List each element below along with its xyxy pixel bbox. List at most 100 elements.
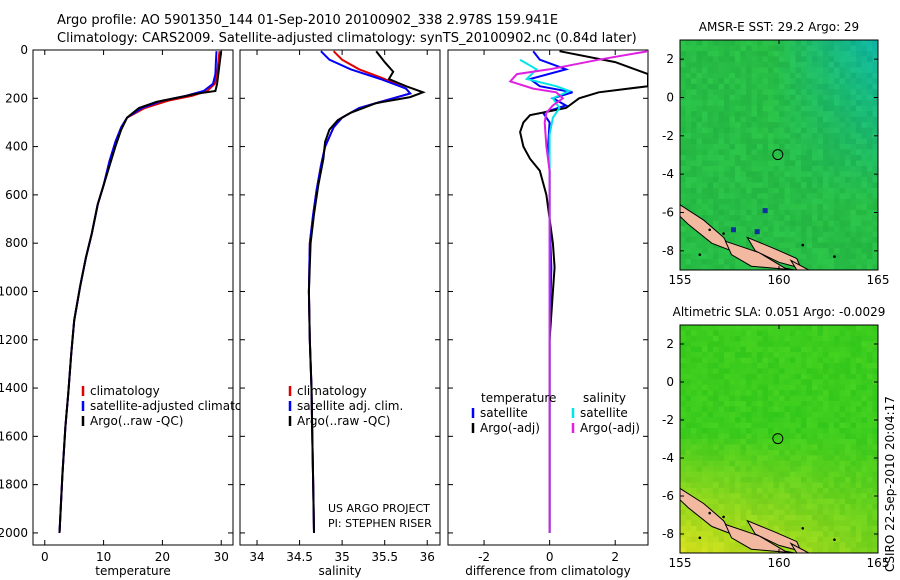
heatmap-cell <box>828 504 835 511</box>
heatmap-cell <box>779 89 786 96</box>
heatmap-cell <box>817 166 824 173</box>
heatmap-cell <box>680 449 687 456</box>
heatmap-cell <box>784 357 791 364</box>
heatmap-cell <box>685 449 692 456</box>
heatmap-cell <box>746 61 753 68</box>
heatmap-cell <box>718 204 725 211</box>
heatmap-cell <box>845 72 852 79</box>
heatmap-cell <box>801 176 808 183</box>
heatmap-cell <box>872 226 878 233</box>
heatmap-cell <box>806 477 813 483</box>
heatmap-cell <box>751 149 758 156</box>
heatmap-cell <box>740 493 747 500</box>
heatmap-cell <box>735 515 742 521</box>
heatmap-cell <box>768 198 775 205</box>
heatmap-cell <box>817 160 824 167</box>
heatmap-cell <box>768 368 775 375</box>
heatmap-cell <box>735 325 742 331</box>
heatmap-cell <box>790 487 797 494</box>
heatmap-cell <box>757 346 764 353</box>
heatmap-cell <box>795 498 802 505</box>
heatmap-cell <box>707 94 714 101</box>
heatmap-cell <box>757 83 764 90</box>
heatmap-cell <box>795 466 802 473</box>
heatmap-cell <box>795 471 802 478</box>
heatmap-cell <box>795 536 802 543</box>
heatmap-cell <box>735 498 742 505</box>
heatmap-cell <box>707 171 714 178</box>
heatmap-cell <box>861 166 868 173</box>
heatmap-cell <box>817 248 824 255</box>
heatmap-cell <box>751 417 758 424</box>
heatmap-cell <box>784 220 791 227</box>
heatmap-cell <box>867 477 874 483</box>
heatmap-cell <box>801 127 808 134</box>
heatmap-cell <box>707 89 714 96</box>
heatmap-cell <box>845 460 852 467</box>
heatmap-cell <box>746 226 753 233</box>
heatmap-cell <box>757 100 764 107</box>
heatmap-cell <box>691 460 698 467</box>
heatmap-cell <box>735 471 742 478</box>
heatmap-cell <box>713 105 720 112</box>
heatmap-cell <box>768 111 775 118</box>
heatmap-cell <box>751 78 758 85</box>
heatmap-cell <box>707 83 714 90</box>
heatmap-cell <box>812 444 819 451</box>
heatmap-cell <box>680 193 687 200</box>
heatmap-cell <box>817 444 824 451</box>
heatmap-cell <box>823 264 830 270</box>
heatmap-cell <box>790 215 797 222</box>
heatmap-cell <box>801 166 808 173</box>
heatmap-cell <box>784 352 791 359</box>
heatmap-cell <box>806 209 813 216</box>
heatmap-cell <box>751 390 758 397</box>
heatmap-cell <box>735 231 742 238</box>
heatmap-cell <box>740 198 747 205</box>
heatmap-cell <box>790 40 797 47</box>
heatmap-cell <box>850 401 857 407</box>
heatmap-cell <box>702 155 709 162</box>
heatmap-cell <box>773 325 780 331</box>
heatmap-cell <box>861 439 868 445</box>
heatmap-cell <box>834 138 841 145</box>
heatmap-cell <box>762 111 769 118</box>
heatmap-cell <box>812 330 819 337</box>
heatmap-cell <box>696 259 703 266</box>
heatmap-cell <box>751 498 758 505</box>
heatmap-cell <box>713 89 720 96</box>
heatmap-cell <box>845 411 852 418</box>
heatmap-cell <box>713 547 720 553</box>
heatmap-cell <box>839 487 846 494</box>
heatmap-cell <box>828 433 835 440</box>
heatmap-cell <box>790 428 797 435</box>
heatmap-cell <box>812 509 819 516</box>
heatmap-cell <box>702 401 709 407</box>
heatmap-cell <box>773 379 780 386</box>
heatmap-cell <box>773 455 780 462</box>
heatmap-cell <box>680 357 687 364</box>
heatmap-cell <box>806 346 813 353</box>
heatmap-cell <box>735 433 742 440</box>
heatmap-cell <box>718 259 725 266</box>
heatmap-cell <box>817 100 824 107</box>
heatmap-cell <box>713 509 720 516</box>
heatmap-cell <box>828 237 835 244</box>
heatmap-cell <box>850 237 857 244</box>
heatmap-cell <box>839 504 846 511</box>
heatmap-cell <box>680 45 687 52</box>
heatmap-cell <box>768 237 775 244</box>
heatmap-cell <box>839 89 846 96</box>
heatmap-cell <box>691 187 698 194</box>
heatmap-cell <box>856 509 863 516</box>
heatmap-cell <box>812 384 819 391</box>
heatmap-cell <box>746 379 753 386</box>
heatmap-cell <box>707 56 714 63</box>
heatmap-cell <box>834 67 841 74</box>
heatmap-cell <box>828 231 835 238</box>
heatmap-cell <box>685 72 692 79</box>
heatmap-cell <box>685 482 692 489</box>
heatmap-cell <box>812 417 819 424</box>
heatmap-cell <box>702 100 709 107</box>
heatmap-cell <box>856 520 863 527</box>
